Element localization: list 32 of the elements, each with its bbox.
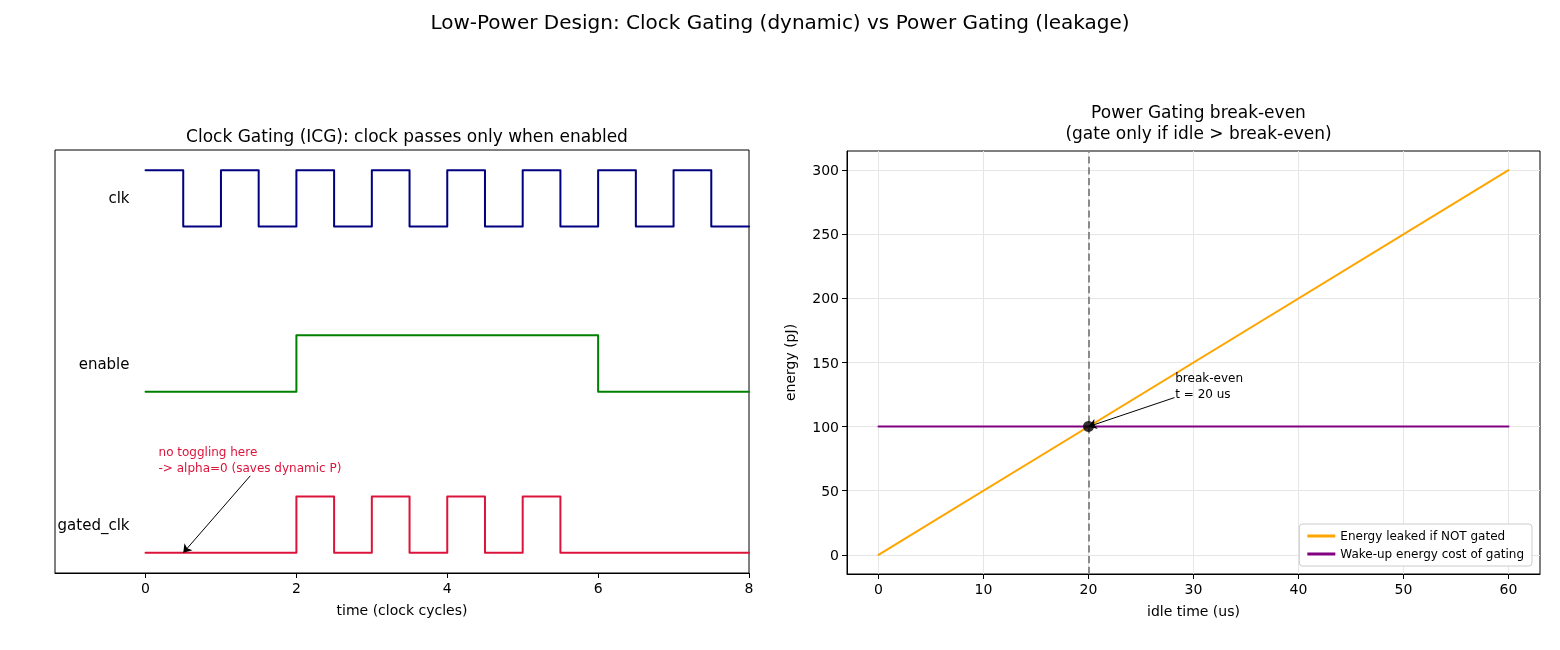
annotation: no toggling here -> alpha=0 (saves dynamic P) — [158, 445, 342, 476]
x-tick-label: 4 — [442, 580, 452, 596]
annotation: break-even t = 20 us — [1175, 370, 1244, 401]
legend-label: Energy leaked if NOT gated — [1340, 529, 1506, 543]
x-tick-label: 50 — [1394, 581, 1413, 597]
y-tick-label: 300 — [812, 162, 839, 179]
x-axis-title: time (clock cycles) — [336, 602, 468, 618]
text: Low-Power Design: Clock Gating (dynamic) vs Power Gating (leakage) — [429, 10, 1131, 34]
x-tick-label: 20 — [1079, 581, 1098, 597]
x-tick-label: 40 — [1289, 581, 1308, 597]
x-tick-label: 0 — [874, 581, 883, 597]
x-axis-title: idle time (us) — [1147, 603, 1240, 619]
y-tick-label: 200 — [812, 290, 839, 307]
y-tick-label: 250 — [812, 226, 839, 243]
y-tick-label: 150 — [812, 354, 839, 371]
legend-label: Wake-up energy cost of gating — [1340, 547, 1525, 561]
chart-title: Clock Gating (ICG): clock passes only when enabled — [186, 125, 628, 146]
chart-title: Power Gating break-even (gate only if idle > break-even) — [1065, 101, 1332, 143]
x-tick-label: 30 — [1184, 581, 1203, 597]
series-label: gated_clk — [57, 515, 130, 535]
x-tick-label: 0 — [141, 580, 150, 596]
series-label: enable — [78, 354, 130, 373]
x-tick-label: 6 — [593, 580, 603, 596]
y-tick-label: 0 — [830, 546, 839, 563]
y-axis-title: energy (pJ) — [782, 323, 798, 402]
y-tick-label: 100 — [812, 418, 839, 435]
x-tick-label: 8 — [744, 580, 754, 596]
series-label: clk — [108, 189, 130, 208]
x-tick-label: 60 — [1499, 581, 1518, 597]
y-tick-label: 50 — [821, 482, 839, 499]
x-tick-label: 10 — [974, 581, 993, 597]
x-tick-label: 2 — [291, 580, 301, 596]
